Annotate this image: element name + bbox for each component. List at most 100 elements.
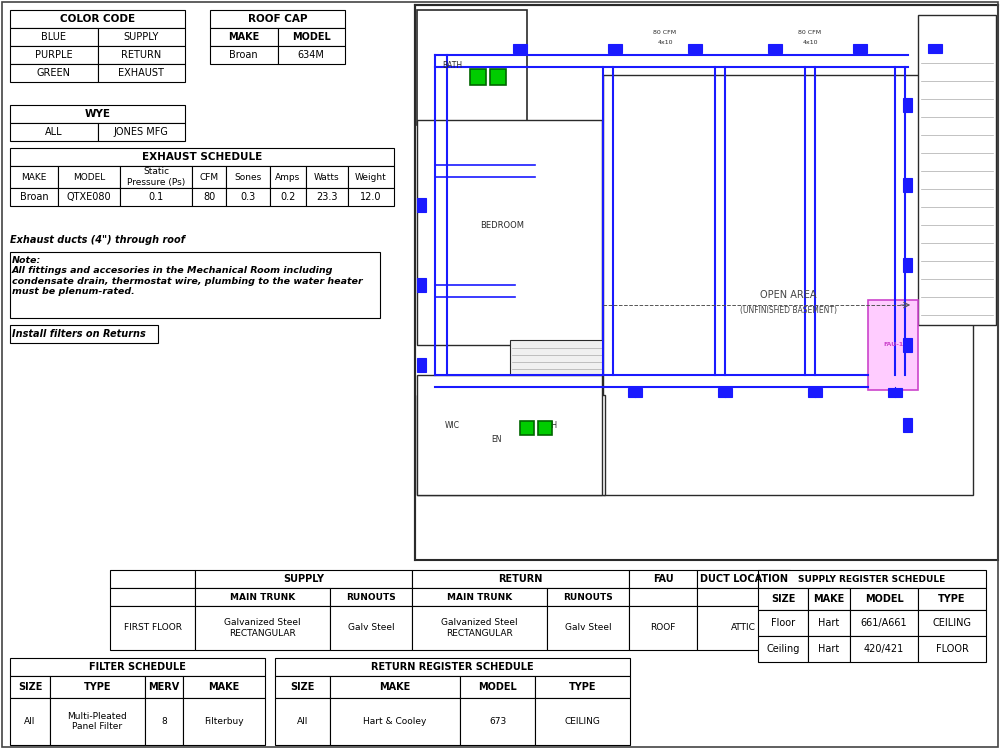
Bar	[270, 166, 306, 188]
Bar	[417, 120, 602, 345]
Bar	[808, 388, 822, 397]
Text: Static
Pressure (Ps): Static Pressure (Ps)	[127, 167, 185, 187]
Text: SUPPLY REGISTER SCHEDULE: SUPPLY REGISTER SCHEDULE	[798, 574, 946, 583]
Text: FIRST FLOOR: FIRST FLOOR	[124, 623, 182, 632]
Bar	[330, 698, 460, 745]
Text: MODEL: MODEL	[292, 32, 331, 42]
Bar	[10, 252, 380, 318]
Bar	[120, 188, 192, 206]
Text: EXHAUST: EXHAUST	[118, 68, 164, 78]
Bar	[98, 64, 185, 82]
Text: Galv Steel: Galv Steel	[348, 623, 394, 632]
Bar	[10, 166, 58, 188]
Bar	[903, 418, 912, 432]
Text: All: All	[24, 717, 36, 726]
Text: RUNOUTS: RUNOUTS	[346, 592, 396, 601]
Text: Filterbuy: Filterbuy	[204, 717, 244, 726]
Text: JONES MFG: JONES MFG	[114, 127, 169, 137]
Bar	[195, 570, 412, 588]
Bar	[10, 46, 98, 64]
Bar	[460, 698, 535, 745]
Bar	[10, 105, 185, 123]
Text: MODEL: MODEL	[865, 594, 903, 604]
Text: Galvanized Steel
RECTANGULAR: Galvanized Steel RECTANGULAR	[224, 619, 301, 637]
Text: 8: 8	[161, 717, 167, 726]
Text: OPEN AREA: OPEN AREA	[760, 290, 816, 300]
Bar	[278, 28, 345, 46]
Bar	[868, 300, 918, 390]
Text: Multi-Pleated
Panel Filter: Multi-Pleated Panel Filter	[68, 712, 127, 731]
Text: TYPE: TYPE	[569, 682, 596, 692]
Bar	[628, 388, 642, 397]
Text: CEILING: CEILING	[932, 618, 972, 628]
Bar	[306, 166, 348, 188]
Text: 634M: 634M	[298, 50, 325, 60]
Text: ATTIC: ATTIC	[731, 623, 756, 632]
Text: Hart: Hart	[818, 618, 840, 628]
Text: QTXE080: QTXE080	[67, 192, 111, 202]
Bar	[758, 588, 808, 610]
Bar	[58, 188, 120, 206]
Text: WIC: WIC	[444, 420, 460, 429]
Text: GREEN: GREEN	[36, 68, 70, 78]
Text: 0.2: 0.2	[280, 192, 296, 202]
Bar	[697, 606, 790, 650]
Bar	[10, 123, 98, 141]
Text: 673: 673	[489, 717, 506, 726]
Bar	[10, 148, 394, 166]
Bar	[903, 178, 912, 192]
Bar	[417, 395, 497, 495]
Text: FILTER SCHEDULE: FILTER SCHEDULE	[89, 662, 186, 672]
Text: 80: 80	[203, 192, 215, 202]
Text: 420/421: 420/421	[864, 644, 904, 654]
Bar	[928, 44, 942, 53]
Bar	[697, 588, 790, 606]
Text: Note:
All fittings and accesories in the Mechanical Room including
condensate dr: Note: All fittings and accesories in the…	[12, 256, 363, 296]
Text: Amps: Amps	[275, 172, 301, 181]
Bar	[192, 166, 226, 188]
Text: 23.3: 23.3	[316, 192, 338, 202]
Text: 12.0: 12.0	[360, 192, 382, 202]
Text: 80 CFM: 80 CFM	[653, 31, 677, 35]
Bar	[417, 10, 527, 125]
Bar	[535, 676, 630, 698]
Bar	[192, 188, 226, 206]
Bar	[275, 658, 630, 676]
Bar	[918, 636, 986, 662]
Bar	[918, 610, 986, 636]
Bar	[808, 636, 850, 662]
Bar	[50, 698, 145, 745]
Text: ALL: ALL	[45, 127, 63, 137]
Bar	[903, 258, 912, 272]
Bar	[629, 588, 697, 606]
Bar	[330, 676, 460, 698]
Bar	[110, 606, 195, 650]
Text: 661/A661: 661/A661	[861, 618, 907, 628]
Bar	[348, 166, 394, 188]
Text: MAKE: MAKE	[379, 682, 411, 692]
Text: MAKE: MAKE	[21, 172, 47, 181]
Text: Install filters on Returns: Install filters on Returns	[12, 329, 146, 339]
Bar	[850, 610, 918, 636]
Bar	[853, 44, 867, 53]
Text: SIZE: SIZE	[18, 682, 42, 692]
Text: BEDROOM: BEDROOM	[480, 220, 524, 229]
Text: CEILING: CEILING	[565, 717, 600, 726]
Bar	[10, 698, 50, 745]
Bar	[918, 588, 986, 610]
Bar	[10, 658, 265, 676]
Bar	[547, 606, 629, 650]
Bar	[415, 5, 998, 560]
Bar	[697, 570, 790, 588]
Bar	[412, 588, 547, 606]
Bar	[226, 166, 270, 188]
Text: MERV: MERV	[148, 682, 180, 692]
Text: Exhaust ducts (4") through roof: Exhaust ducts (4") through roof	[10, 235, 185, 245]
Text: Broan: Broan	[229, 50, 258, 60]
Text: BLUE: BLUE	[41, 32, 66, 42]
Bar	[195, 606, 330, 650]
Text: Floor: Floor	[771, 618, 795, 628]
Text: MODEL: MODEL	[478, 682, 517, 692]
Bar	[903, 338, 912, 352]
Text: RETURN REGISTER SCHEDULE: RETURN REGISTER SCHEDULE	[371, 662, 534, 672]
